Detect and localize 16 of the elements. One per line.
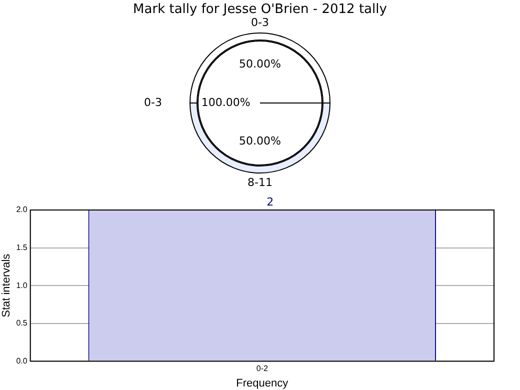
- x-tick-label: 0-2: [256, 364, 268, 374]
- slice-label: 0-3: [251, 16, 269, 29]
- y-tick-label: 0.5: [16, 318, 28, 328]
- data-label: 50.00%: [239, 57, 281, 70]
- data-label: 50.00%: [239, 134, 281, 148]
- slice-label: 8-11: [248, 176, 272, 189]
- data-label: 100.00%: [201, 96, 250, 109]
- chart-title: Mark tally for Jesse O'Brien - 2012 tally: [132, 2, 388, 17]
- y-axis-title: Stat intervals: [0, 253, 13, 318]
- y-tick-label: 1.5: [16, 243, 28, 252]
- slice-label: 0-3: [144, 96, 162, 109]
- x-axis-title: Frequency: [236, 377, 289, 390]
- data-label: 2: [266, 195, 274, 208]
- y-tick-label: 0.0: [16, 356, 28, 366]
- y-tick-label: 2.0: [16, 205, 28, 214]
- y-tick-label: 1.0: [16, 280, 28, 290]
